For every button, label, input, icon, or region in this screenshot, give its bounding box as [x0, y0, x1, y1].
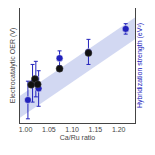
svg-text:Hybridization strength (eV²): Hybridization strength (eV²) — [136, 23, 144, 108]
svg-text:1.00: 1.00 — [19, 126, 33, 133]
svg-text:Electrocatalytic OER (V): Electrocatalytic OER (V) — [9, 28, 17, 103]
svg-text:1.10: 1.10 — [65, 126, 79, 133]
svg-text:1.15: 1.15 — [89, 126, 103, 133]
svg-text:Ca/Ru ratio: Ca/Ru ratio — [60, 134, 96, 141]
svg-text:1.20: 1.20 — [112, 126, 126, 133]
svg-text:1.05: 1.05 — [42, 126, 56, 133]
